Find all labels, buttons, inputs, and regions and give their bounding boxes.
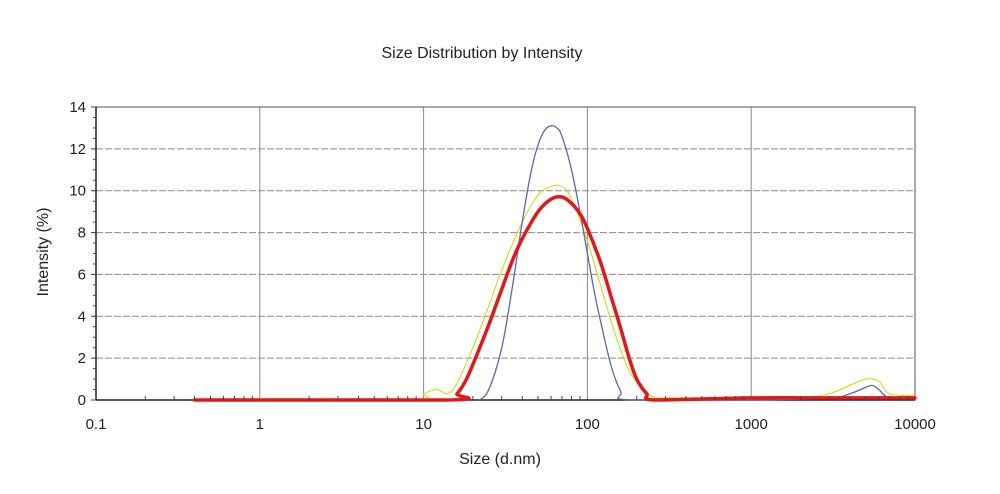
series-line-record-2	[479, 125, 916, 401]
series-layer	[192, 125, 917, 402]
x-tick-label: 1000	[735, 416, 768, 433]
x-tick-label: 1	[256, 416, 264, 433]
x-tick-label: 10	[415, 416, 432, 433]
x-tick-label: 100	[575, 416, 600, 433]
x-tick-label: 10000	[894, 416, 936, 433]
y-axis-ticks: 0 2 4 6 8 10 12 14	[69, 99, 96, 409]
series-line-record-1	[194, 184, 916, 401]
y-tick-label: 6	[78, 266, 86, 283]
y-axis-title: Intensity (%)	[35, 208, 52, 297]
x-axis-ticks: 0.1 1 10 100 1000 10000	[86, 396, 936, 433]
y-tick-label: 14	[69, 99, 86, 116]
y-tick-label: 10	[69, 183, 86, 200]
y-tick-label: 2	[78, 350, 86, 367]
series-line-mean	[192, 194, 917, 402]
y-tick-label: 12	[69, 141, 86, 158]
chart-title: Size Distribution by Intensity	[382, 45, 583, 62]
y-tick-label: 4	[78, 308, 86, 325]
x-tick-label: 0.1	[86, 416, 107, 433]
plot-border	[95, 106, 916, 401]
plot-frame	[95, 106, 916, 401]
y-tick-label: 0	[78, 392, 86, 409]
grid	[95, 106, 916, 401]
y-tick-label: 8	[78, 225, 86, 242]
x-axis-title: Size (d.nm)	[459, 451, 541, 468]
